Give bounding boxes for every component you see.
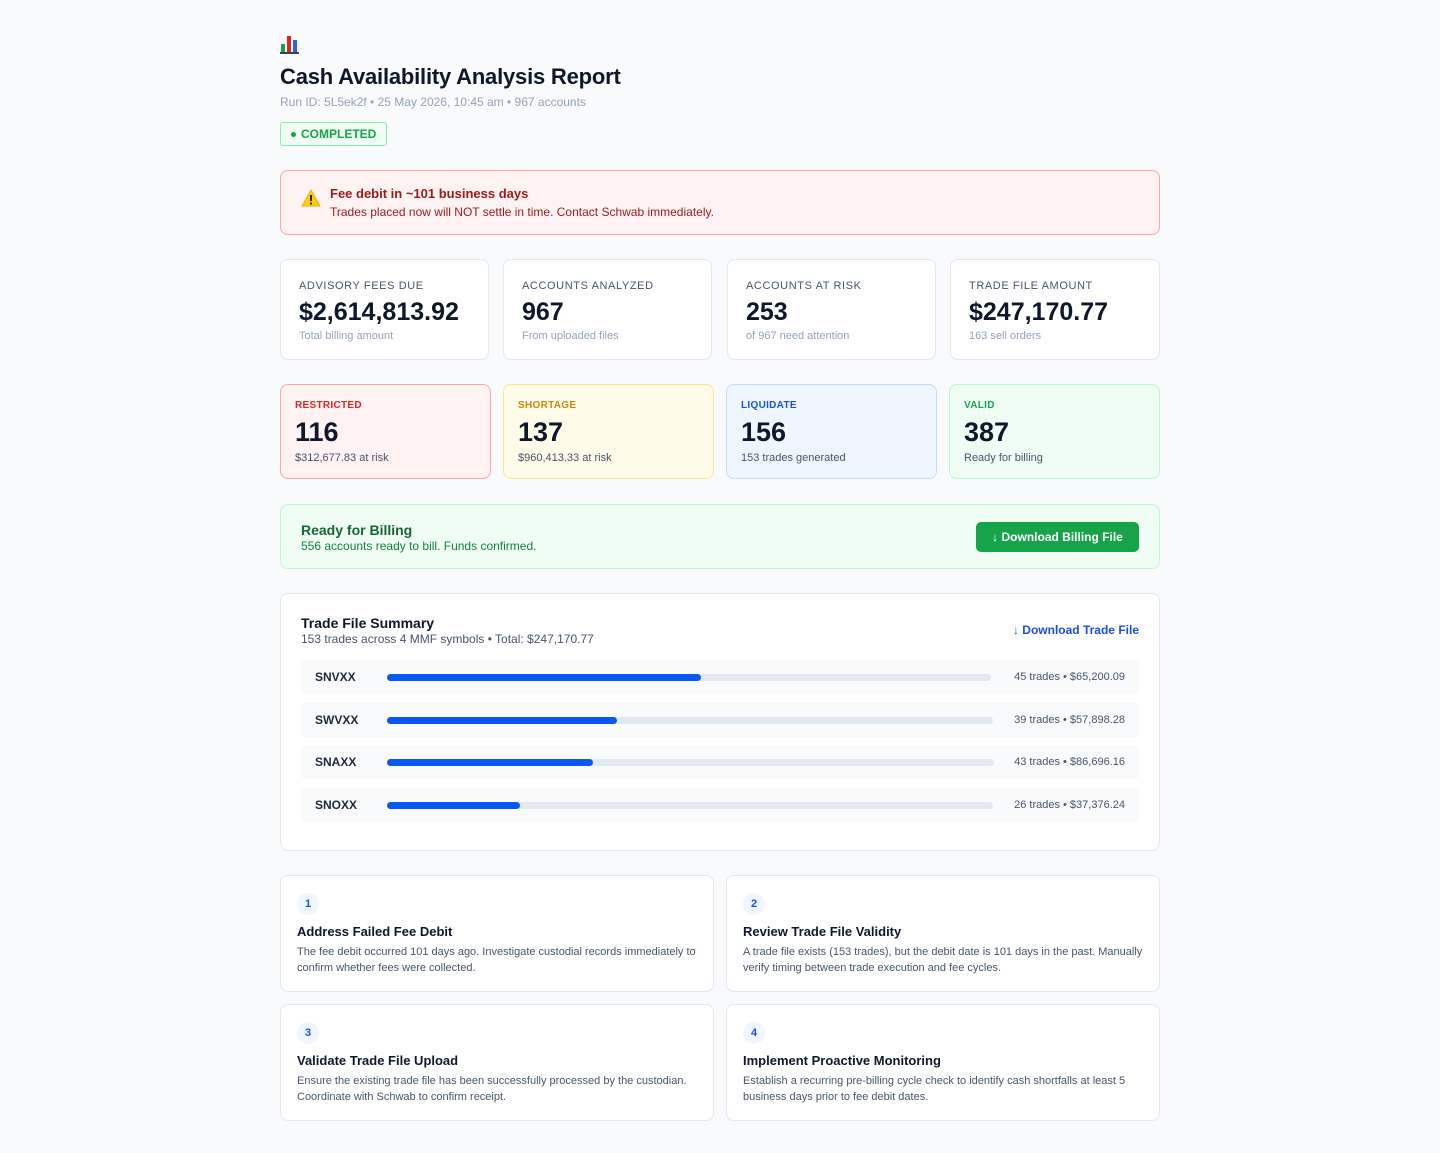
trade-progress-track [387, 717, 993, 724]
stat-label: TRADE FILE AMOUNT [969, 280, 1093, 292]
step-card: 1 Address Failed Fee Debit The fee debit… [280, 875, 714, 992]
trade-progress-track [387, 674, 991, 681]
category-card-liquidate: LIQUIDATE 156 153 trades generated [726, 384, 937, 479]
trade-symbol: SNVXX [315, 670, 356, 684]
step-number: 2 [743, 893, 765, 915]
alert-title: Fee debit in ~101 business days [330, 186, 529, 201]
ready-for-billing-banner: Ready for Billing 556 accounts ready to … [280, 504, 1160, 569]
step-number: 1 [297, 893, 319, 915]
trade-progress-track [387, 802, 993, 809]
download-trade-file-link[interactable]: ↓ Download Trade File [1012, 623, 1139, 637]
category-sub: $312,677.83 at risk [295, 452, 389, 464]
stat-card-accounts-at-risk: ACCOUNTS AT RISK 253 of 967 need attenti… [727, 259, 936, 360]
stat-label: ACCOUNTS AT RISK [746, 280, 862, 292]
category-value: 156 [741, 417, 787, 447]
page-title: Cash Availability Analysis Report [280, 64, 621, 89]
step-title: Implement Proactive Monitoring [743, 1053, 941, 1068]
step-number: 4 [743, 1022, 765, 1044]
stat-sub: of 967 need attention [746, 330, 850, 342]
step-title: Review Trade File Validity [743, 924, 902, 939]
trade-row: SNOXX 26 trades • $37,376.24 [301, 788, 1139, 822]
alert-message: Trades placed now will NOT settle in tim… [330, 205, 714, 219]
category-value: 116 [295, 417, 339, 447]
step-card: 2 Review Trade File Validity A trade fil… [726, 875, 1160, 992]
step-title: Address Failed Fee Debit [297, 924, 453, 939]
warning-icon [301, 189, 321, 207]
category-card-restricted: RESTRICTED 116 $312,677.83 at risk [280, 384, 491, 479]
stat-value: $2,614,813.92 [299, 298, 459, 326]
category-label: LIQUIDATE [741, 400, 797, 411]
stat-sub: 163 sell orders [969, 330, 1042, 342]
stat-card-trade-file-amount: TRADE FILE AMOUNT $247,170.77 163 sell o… [950, 259, 1160, 360]
trade-info: 26 trades • $37,376.24 [1014, 799, 1125, 811]
trade-info: 39 trades • $57,898.28 [1014, 714, 1125, 726]
step-number: 3 [297, 1022, 319, 1044]
stat-sub: Total billing amount [299, 330, 394, 342]
trade-progress-track [387, 759, 994, 766]
step-card: 4 Implement Proactive Monitoring Establi… [726, 1004, 1160, 1121]
fee-debit-alert: Fee debit in ~101 business days Trades p… [280, 170, 1160, 235]
status-badge: COMPLETED [280, 122, 388, 146]
category-sub: Ready for billing [964, 452, 1043, 464]
trade-row: SNAXX 43 trades • $86,696.16 [301, 745, 1139, 779]
trade-progress-fill [387, 802, 521, 809]
stat-value: 253 [746, 298, 788, 326]
trade-info: 43 trades • $86,696.16 [1014, 756, 1125, 768]
trade-progress-fill [387, 674, 702, 681]
bar-chart-icon [280, 32, 300, 54]
stat-value: 967 [522, 298, 564, 326]
status-dot-icon [291, 131, 296, 137]
category-card-valid: VALID 387 Ready for billing [949, 384, 1160, 479]
trade-progress-fill [387, 759, 594, 766]
step-title: Validate Trade File Upload [297, 1053, 459, 1068]
category-value: 387 [964, 417, 1010, 447]
download-billing-file-button[interactable]: ↓ Download Billing File [976, 522, 1139, 552]
status-label: COMPLETED [301, 127, 377, 141]
billing-title: Ready for Billing [301, 522, 413, 538]
step-description: Establish a recurring pre-billing cycle … [743, 1075, 1126, 1103]
stat-value: $247,170.77 [969, 298, 1109, 326]
trade-symbol: SNAXX [315, 755, 357, 769]
trade-summary-subtitle: 153 trades across 4 MMF symbols • Total:… [301, 632, 594, 646]
trade-progress-fill [387, 717, 618, 724]
category-sub: 153 trades generated [741, 452, 846, 464]
trade-symbol: SWVXX [315, 713, 359, 727]
trade-file-summary: Trade File Summary 153 trades across 4 M… [280, 593, 1160, 851]
trade-symbol: SNOXX [315, 798, 358, 812]
stat-sub: From uploaded files [522, 330, 619, 342]
category-label: RESTRICTED [295, 400, 362, 411]
step-description: The fee debit occurred 101 days ago. Inv… [297, 946, 696, 974]
stat-label: ACCOUNTS ANALYZED [522, 280, 654, 292]
trade-row: SWVXX 39 trades • $57,898.28 [301, 703, 1139, 737]
trade-info: 45 trades • $65,200.09 [1014, 671, 1125, 683]
category-label: SHORTAGE [518, 400, 577, 411]
category-card-shortage: SHORTAGE 137 $960,413.33 at risk [503, 384, 714, 479]
trade-row: SNVXX 45 trades • $65,200.09 [301, 660, 1139, 694]
step-card: 3 Validate Trade File Upload Ensure the … [280, 1004, 714, 1121]
category-label: VALID [964, 400, 995, 411]
step-description: Ensure the existing trade file has been … [297, 1075, 687, 1103]
step-description: A trade file exists (153 trades), but th… [743, 946, 1143, 974]
category-value: 137 [518, 417, 564, 447]
trade-summary-title: Trade File Summary [301, 615, 435, 631]
stat-card-accounts-analyzed: ACCOUNTS ANALYZED 967 From uploaded file… [503, 259, 712, 360]
category-sub: $960,413.33 at risk [518, 452, 612, 464]
run-meta: Run ID: 5L5ek2f • 25 May 2026, 10:45 am … [280, 95, 586, 109]
billing-message: 556 accounts ready to bill. Funds confir… [301, 539, 537, 553]
stat-card-advisory-fees: ADVISORY FEES DUE $2,614,813.92 Total bi… [280, 259, 489, 360]
stat-label: ADVISORY FEES DUE [299, 280, 424, 292]
